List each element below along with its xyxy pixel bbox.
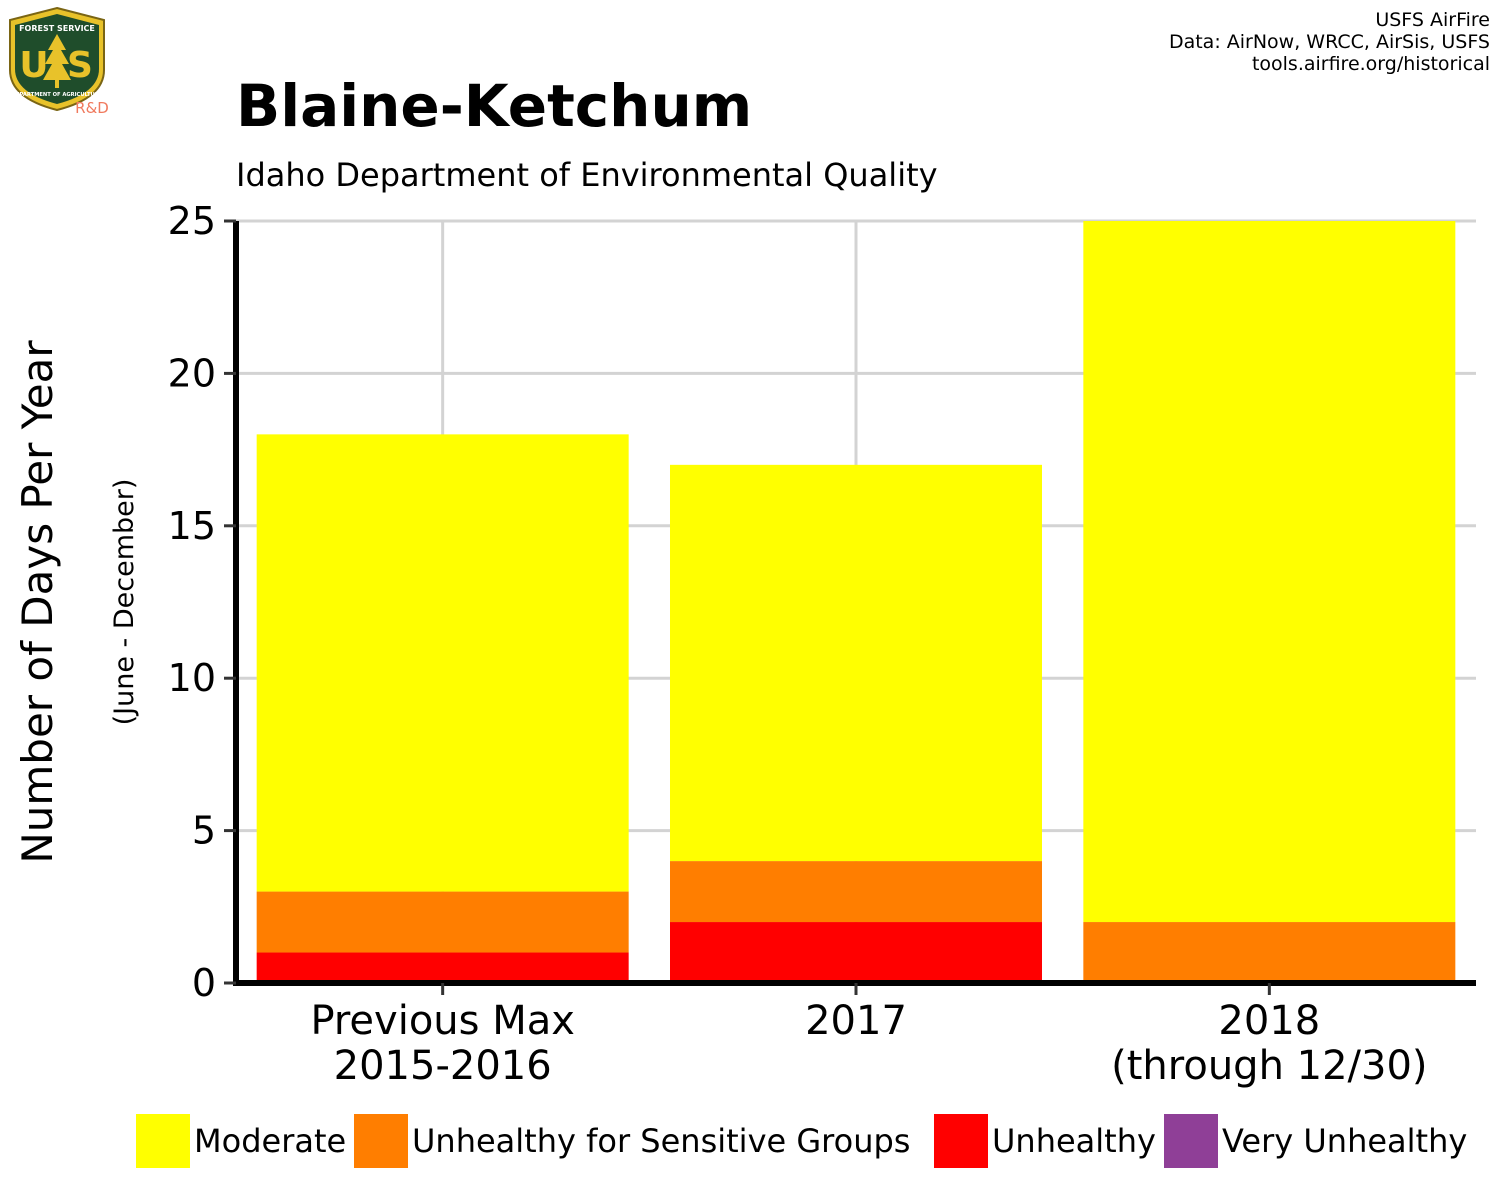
logo-bottom-text: DEPARTMENT OF AGRICULTURE bbox=[12, 92, 103, 98]
legend: Moderate Unhealthy for Sensitive Groups Un… bbox=[136, 1114, 1467, 1168]
x-category-label: 2018 bbox=[1218, 998, 1320, 1044]
y-ticks: 0 5 10 15 20 25 bbox=[168, 199, 236, 1005]
logo-top-text: FOREST SERVICE bbox=[19, 24, 95, 33]
chart-title: Blaine-Ketchum bbox=[236, 72, 752, 140]
x-category-label: 2015-2016 bbox=[334, 1043, 552, 1089]
legend-label: Very Unhealthy bbox=[1222, 1122, 1467, 1160]
bar-segment-unhealthy bbox=[670, 922, 1042, 983]
logo-letter-right: S bbox=[67, 45, 93, 86]
bar-segment-unhealthy-for-sensitive-groups bbox=[256, 891, 629, 953]
bar-segment-unhealthy bbox=[256, 952, 629, 983]
legend-label: Unhealthy for Sensitive Groups bbox=[412, 1122, 910, 1160]
y-axis-label: Number of Days Per Year bbox=[13, 340, 62, 864]
x-category-label: (through 12/30) bbox=[1111, 1043, 1427, 1089]
legend-label: Unhealthy bbox=[992, 1122, 1156, 1160]
legend-swatch bbox=[934, 1114, 988, 1168]
y-tick-label: 10 bbox=[168, 656, 216, 700]
bar-segment-moderate bbox=[670, 464, 1042, 862]
y-tick-label: 15 bbox=[168, 504, 216, 548]
bar-segment-moderate bbox=[256, 434, 629, 892]
y-axis-sublabel: (June - December) bbox=[109, 479, 140, 726]
tree-icon bbox=[43, 34, 71, 88]
y-tick-label: 25 bbox=[168, 199, 216, 243]
x-category-label: Previous Max bbox=[310, 998, 574, 1044]
legend-swatch bbox=[136, 1114, 190, 1168]
bars bbox=[256, 221, 1456, 983]
logo-rd-tag: R&D bbox=[75, 99, 109, 117]
chart-subtitle: Idaho Department of Environmental Qualit… bbox=[236, 156, 938, 194]
y-tick-label: 0 bbox=[192, 961, 216, 1005]
x-category-label: 2017 bbox=[805, 998, 907, 1044]
y-tick-label: 20 bbox=[168, 351, 216, 395]
legend-swatch bbox=[1164, 1114, 1218, 1168]
bar-segment-moderate bbox=[1083, 221, 1456, 923]
bar-segment-unhealthy-for-sensitive-groups bbox=[1083, 922, 1456, 983]
credit-line-2: Data: AirNow, WRCC, AirSis, USFS bbox=[1169, 31, 1490, 53]
usfs-logo: FOREST SERVICE U S DEPARTMENT OF AGRICUL… bbox=[9, 6, 109, 117]
legend-swatch bbox=[354, 1114, 408, 1168]
y-tick-label: 5 bbox=[192, 809, 216, 853]
credit-line-3: tools.airfire.org/historical bbox=[1252, 53, 1490, 75]
bar-segment-unhealthy-for-sensitive-groups bbox=[670, 861, 1042, 923]
credit-line-1: USFS AirFire bbox=[1375, 9, 1490, 31]
legend-label: Moderate bbox=[194, 1122, 346, 1160]
